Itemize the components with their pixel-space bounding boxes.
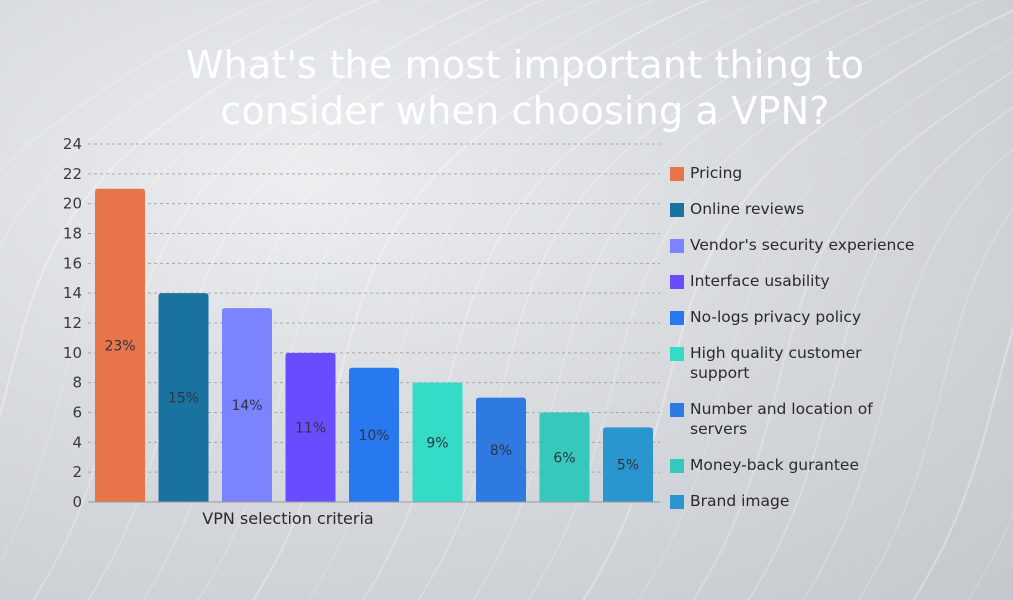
background-wave-line — [691, 69, 1013, 600]
y-tick-label: 16 — [63, 254, 82, 272]
legend-label: Interface usability — [690, 272, 830, 290]
legend-label: No-logs privacy policy — [690, 308, 862, 326]
legend: Pricing Online reviews Vendor's security e… — [670, 163, 970, 523]
page-title: What's the most important thing to consid… — [60, 42, 990, 134]
legend-item: Interface usability — [670, 271, 970, 291]
y-tick-label: 4 — [72, 433, 82, 451]
bar-vendor-s-security-experience — [222, 308, 272, 502]
background-wave-line — [87, 0, 545, 600]
legend-item: Pricing — [670, 163, 970, 183]
bar-data-label: 9% — [426, 435, 448, 451]
legend-label: Pricing — [690, 164, 743, 182]
legend-label: Money-back gurantee — [690, 456, 859, 474]
legend-swatch — [670, 239, 684, 253]
bar-brand-image — [603, 427, 653, 502]
background-wave-line — [747, 106, 1013, 600]
y-tick-label: 12 — [63, 314, 82, 332]
bar-no-logs-privacy-policy — [349, 367, 399, 502]
bar-data-label: 15% — [168, 391, 199, 407]
legend-item: Money-back gurantee — [670, 455, 970, 475]
bar-number-and-location-of-servers — [476, 397, 526, 502]
y-tick-label: 8 — [72, 374, 82, 392]
bar-data-label: 14% — [231, 398, 262, 414]
bars — [95, 188, 653, 502]
legend-swatch — [670, 495, 684, 509]
legend-item: Vendor's security experience — [670, 235, 970, 255]
legend-swatch — [670, 403, 684, 417]
y-tick-label: 22 — [63, 165, 82, 183]
legend-swatch — [670, 459, 684, 473]
background-wave-line — [0, 0, 665, 600]
background-wave-line — [911, 324, 1013, 600]
x-axis-label: VPN selection criteria — [202, 509, 373, 528]
background-wave-line — [0, 0, 610, 600]
legend-item: High quality customer support — [670, 343, 970, 383]
legend-label: Vendor's security experience — [690, 236, 915, 254]
legend-label: Online reviews — [690, 200, 805, 218]
bar-data-label: 23% — [104, 338, 135, 354]
bar-pricing — [95, 188, 145, 502]
y-tick-label: 6 — [72, 404, 82, 422]
legend-item: No-logs privacy policy — [670, 307, 970, 327]
page-title-line-1: What's the most important thing to — [185, 43, 865, 87]
y-tick-label: 14 — [63, 284, 82, 302]
bar-data-label: 6% — [553, 450, 575, 466]
legend-swatch — [670, 311, 684, 325]
legend-item: Online reviews — [670, 199, 970, 219]
bar-online-reviews — [158, 293, 209, 502]
y-tick-label: 0 — [72, 493, 82, 511]
legend-swatch — [670, 275, 684, 289]
y-tick-label: 20 — [63, 195, 82, 213]
background-wave-line — [637, 37, 1013, 600]
background-wave-line — [0, 0, 555, 600]
legend-swatch — [670, 203, 684, 217]
background-wave-line — [527, 0, 985, 600]
legend-label: High quality customer support — [690, 344, 862, 382]
page-title-line-2: consider when choosing a VPN? — [220, 89, 830, 133]
y-tick-label: 2 — [72, 463, 82, 481]
legend-label: Brand image — [690, 492, 790, 510]
legend-item: Number and location of servers — [670, 399, 970, 439]
y-tick-label: 10 — [63, 344, 82, 362]
legend-swatch — [670, 167, 684, 181]
background-wave-line — [141, 0, 601, 600]
background-wave-line — [857, 207, 1013, 600]
bar-interface-usability — [285, 352, 336, 502]
bar-data-label: 11% — [295, 420, 326, 436]
legend-label: Number and location of servers — [690, 400, 873, 438]
bar-money-back-gurantee — [539, 412, 590, 502]
background-wave-line — [0, 0, 271, 173]
legend-swatch — [670, 347, 684, 361]
bar-data-label: 8% — [490, 443, 512, 459]
y-tick-label: 24 — [63, 135, 82, 153]
bar-data-label: 10% — [358, 428, 389, 444]
y-tick-label: 18 — [63, 225, 82, 243]
legend-item: Brand image — [670, 491, 970, 511]
bar-high-quality-customer-support — [412, 382, 463, 502]
background-wave-line — [801, 147, 1013, 600]
bar-data-labels: 23% 15% 14% 11% 10% 9% 8% 6% 5% — [104, 338, 639, 473]
bar-data-label: 5% — [617, 458, 639, 474]
